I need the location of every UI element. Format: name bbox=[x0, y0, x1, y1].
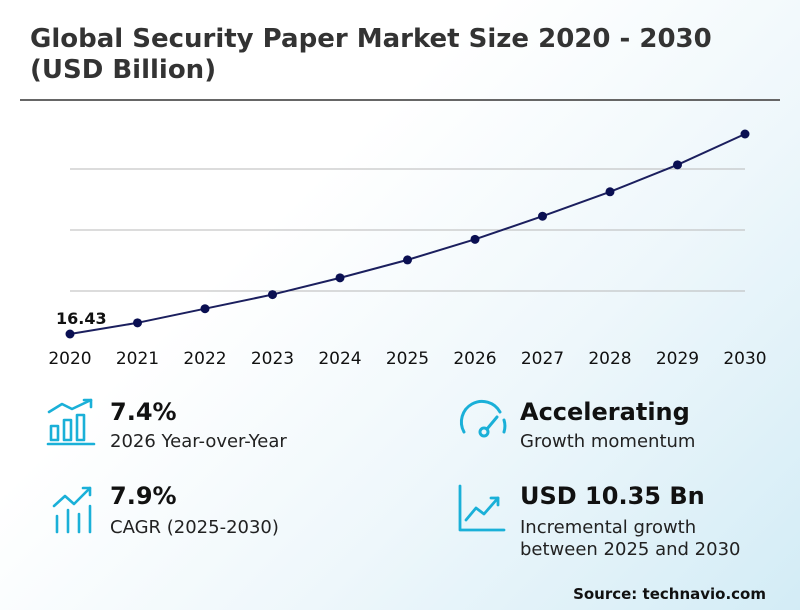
kpi-incremental-value: USD 10.35 Bn bbox=[520, 482, 705, 510]
data-point-2020 bbox=[65, 329, 75, 339]
kpi-cagr-label: CAGR (2025-2030) bbox=[110, 517, 279, 538]
data-point-2026 bbox=[470, 234, 480, 244]
title-divider bbox=[20, 99, 780, 101]
x-tick-2029: 2029 bbox=[656, 349, 699, 369]
data-point-2029 bbox=[673, 160, 682, 170]
trend-bars-icon bbox=[52, 486, 92, 534]
kpi-yoy-label: 2026 Year-over-Year bbox=[110, 431, 287, 452]
line-chart: 2020 2021 2022 2023 2024 2025 2026 2027 2028 2029… bbox=[48, 129, 767, 369]
x-tick-2028: 2028 bbox=[588, 349, 631, 369]
trend-chart-icon bbox=[458, 484, 506, 532]
x-tick-2027: 2027 bbox=[521, 349, 564, 369]
kpi-incremental: USD 10.35 Bn Incremental growth between … bbox=[456, 482, 786, 562]
source-credit: Source: technavio.com bbox=[573, 585, 766, 603]
x-tick-2022: 2022 bbox=[183, 349, 226, 369]
x-tick-2030: 2030 bbox=[723, 349, 766, 369]
series-points bbox=[65, 129, 750, 339]
chart-grid bbox=[70, 168, 745, 292]
data-point-2022 bbox=[200, 304, 210, 314]
kpi-cagr-value: 7.9% bbox=[110, 482, 177, 510]
kpi-cagr: 7.9% CAGR (2025-2030) bbox=[52, 482, 382, 542]
data-point-2028 bbox=[605, 187, 615, 197]
data-point-2024 bbox=[335, 273, 345, 283]
kpi-yoy: 7.4% 2026 Year-over-Year bbox=[46, 398, 376, 458]
data-point-2027 bbox=[538, 211, 547, 221]
data-point-2021 bbox=[133, 318, 142, 328]
x-tick-2023: 2023 bbox=[251, 349, 294, 369]
x-axis-ticks: 2020 2021 2022 2023 2024 2025 2026 2027 2028 2029… bbox=[48, 349, 766, 369]
x-tick-2021: 2021 bbox=[116, 349, 159, 369]
x-tick-2024: 2024 bbox=[318, 349, 361, 369]
kpi-momentum: Accelerating Growth momentum bbox=[458, 398, 788, 458]
data-point-2025 bbox=[403, 255, 412, 265]
kpi-incremental-label-line2: between 2025 and 2030 bbox=[520, 539, 741, 560]
bar-chart-growth-icon bbox=[46, 398, 96, 446]
chart-title: Global Security Paper Market Size 2020 -… bbox=[30, 24, 712, 85]
kpi-yoy-value: 7.4% bbox=[110, 398, 177, 426]
kpi-incremental-label-line1: Incremental growth bbox=[520, 517, 697, 538]
data-label-2020: 16.43 bbox=[56, 309, 107, 328]
data-point-2023 bbox=[268, 290, 277, 300]
series-line bbox=[69, 133, 746, 335]
x-tick-2026: 2026 bbox=[453, 349, 496, 369]
kpi-momentum-value: Accelerating bbox=[520, 398, 690, 426]
x-tick-2025: 2025 bbox=[386, 349, 429, 369]
kpi-momentum-label: Growth momentum bbox=[520, 431, 696, 452]
speedometer-icon bbox=[459, 399, 507, 438]
x-tick-2020: 2020 bbox=[48, 349, 91, 369]
data-point-2030 bbox=[740, 129, 750, 139]
